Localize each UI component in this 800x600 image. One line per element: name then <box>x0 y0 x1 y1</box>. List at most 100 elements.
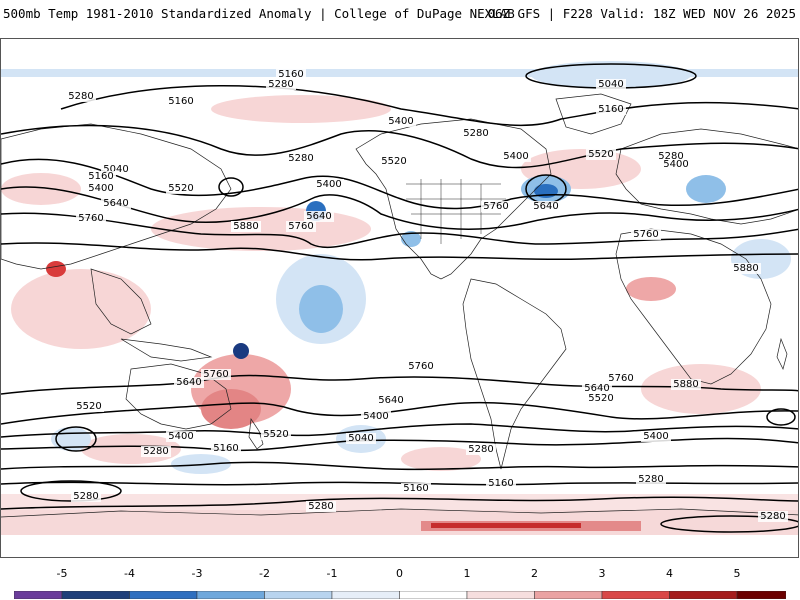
contour-label: 5640 <box>584 383 609 394</box>
cold-blob-2 <box>299 285 343 333</box>
contour-label-bg <box>379 156 409 167</box>
map-title: 500mb Temp 1981-2010 Standardized Anomal… <box>3 6 515 21</box>
cold-band-north <box>1 69 798 77</box>
map-header: 500mb Temp 1981-2010 Standardized Anomal… <box>0 0 800 36</box>
contour-label-bg <box>101 198 131 209</box>
contour-label-bg <box>211 443 241 454</box>
contour-label: 5160 <box>278 69 303 80</box>
contour-label: 5640 <box>103 198 128 209</box>
anomaly-shading <box>1 61 798 535</box>
colorbar-segment <box>129 591 198 599</box>
contour-label: 5400 <box>643 431 668 442</box>
contour-label-bg <box>656 151 686 162</box>
contour-label-bg <box>166 183 196 194</box>
colorbar-segment <box>196 591 265 599</box>
contour-label: 5400 <box>88 183 113 194</box>
contour-label: 5400 <box>663 159 688 170</box>
colorbar-segment <box>399 591 468 599</box>
contour-label: 5760 <box>288 221 313 232</box>
warm-band-south-strip <box>1 494 798 510</box>
contour-label: 5520 <box>381 156 406 167</box>
coastline-greenland <box>555 93 632 135</box>
contour-label-bg <box>596 79 626 90</box>
contour-label-bg <box>586 149 616 160</box>
contour-label: 5280 <box>288 153 313 164</box>
warm-blob-2 <box>11 269 151 349</box>
contour-label-bg <box>661 159 691 170</box>
contour-label-bg <box>74 401 104 412</box>
contour-label: 5760 <box>483 201 508 212</box>
coastline-africa <box>615 228 772 385</box>
contour-label: 5880 <box>673 379 698 390</box>
colorbar-segment <box>601 591 670 599</box>
colorbar-bar <box>14 591 786 599</box>
coastline-europe <box>615 128 798 225</box>
colorbar-segment <box>669 591 738 599</box>
contour-label-bg <box>481 201 511 212</box>
contour-label-bg <box>66 91 96 102</box>
contour-label-bg <box>166 96 196 107</box>
contour-label-bg <box>486 478 516 489</box>
contour-label: 5280 <box>143 446 168 457</box>
coastline-southeast-asia <box>90 268 152 335</box>
contour-label: 5160 <box>168 96 193 107</box>
contour-label: 5520 <box>76 401 101 412</box>
colorbar-segment <box>61 591 130 599</box>
contour-label-bg <box>306 501 336 512</box>
warm-blob-9 <box>46 261 66 277</box>
contour-label: 5280 <box>268 79 293 90</box>
colorbar-tick-label: 4 <box>666 567 673 580</box>
cold-blob-5 <box>233 343 249 359</box>
contour-label: 5760 <box>608 373 633 384</box>
contour-label-bg <box>71 491 101 502</box>
contour-label: 5160 <box>488 478 513 489</box>
coastlines <box>1 93 798 518</box>
contour-label-bg <box>461 128 491 139</box>
colorbar-tick-label: 2 <box>531 567 538 580</box>
colorbar-tick-label: 5 <box>733 567 741 580</box>
contour-label: 5520 <box>263 429 288 440</box>
contour-label: 5280 <box>468 444 493 455</box>
cold-blob-8 <box>686 175 726 203</box>
contour-label-bg <box>86 183 116 194</box>
warm-blob-12 <box>401 447 481 471</box>
contour-label-bg <box>386 116 416 127</box>
contour-label-bg <box>166 431 196 442</box>
colorbar-tick-label: -4 <box>124 567 135 580</box>
colorbar-segment <box>264 591 333 599</box>
coastline-antarctica <box>1 508 798 518</box>
model-run-info: 06Z GFS | F228 Valid: 18Z WED NOV 26 202… <box>487 6 796 21</box>
contour-label-bg <box>141 446 171 457</box>
warm-blob-11 <box>211 95 391 123</box>
anomaly-map: 5160 5280 5160 5040 5160 5280 5400 5280 5040 5160… <box>0 38 799 558</box>
contour-label-bg <box>501 151 531 162</box>
contour-label-bg <box>596 104 626 115</box>
colorbar-segment <box>534 591 603 599</box>
contour-label: 5400 <box>316 179 341 190</box>
contour-label: 5040 <box>598 79 623 90</box>
warm-band-south-extreme <box>431 523 581 528</box>
colorbar-segment <box>736 591 786 599</box>
contour-label: 5520 <box>168 183 193 194</box>
contour-label-bg <box>406 361 436 372</box>
contour-label: 5640 <box>533 201 558 212</box>
contour-label-bg <box>582 383 612 394</box>
contour-label-bg <box>201 369 231 380</box>
contour-label-bg <box>586 393 616 404</box>
contour-label: 5280 <box>760 511 785 522</box>
contour-label: 5160 <box>403 483 428 494</box>
contour-label: 5280 <box>658 151 683 162</box>
contour-label-bg <box>466 444 496 455</box>
contour-label: 5280 <box>308 501 333 512</box>
colorbar-segment <box>466 591 535 599</box>
contour-label-bg <box>276 69 306 80</box>
contour-label: 5280 <box>638 474 663 485</box>
colorbar-tick-label: 0 <box>396 567 403 580</box>
warm-blob-8 <box>626 277 676 301</box>
contour-label: 5520 <box>588 393 613 404</box>
contour-label: 5400 <box>363 411 388 422</box>
colorbar-legend: -5 -4 -3 -2 -1 0 1 2 3 4 5 <box>0 565 800 600</box>
contour-label: 5280 <box>463 128 488 139</box>
contour-label-bg <box>286 221 316 232</box>
